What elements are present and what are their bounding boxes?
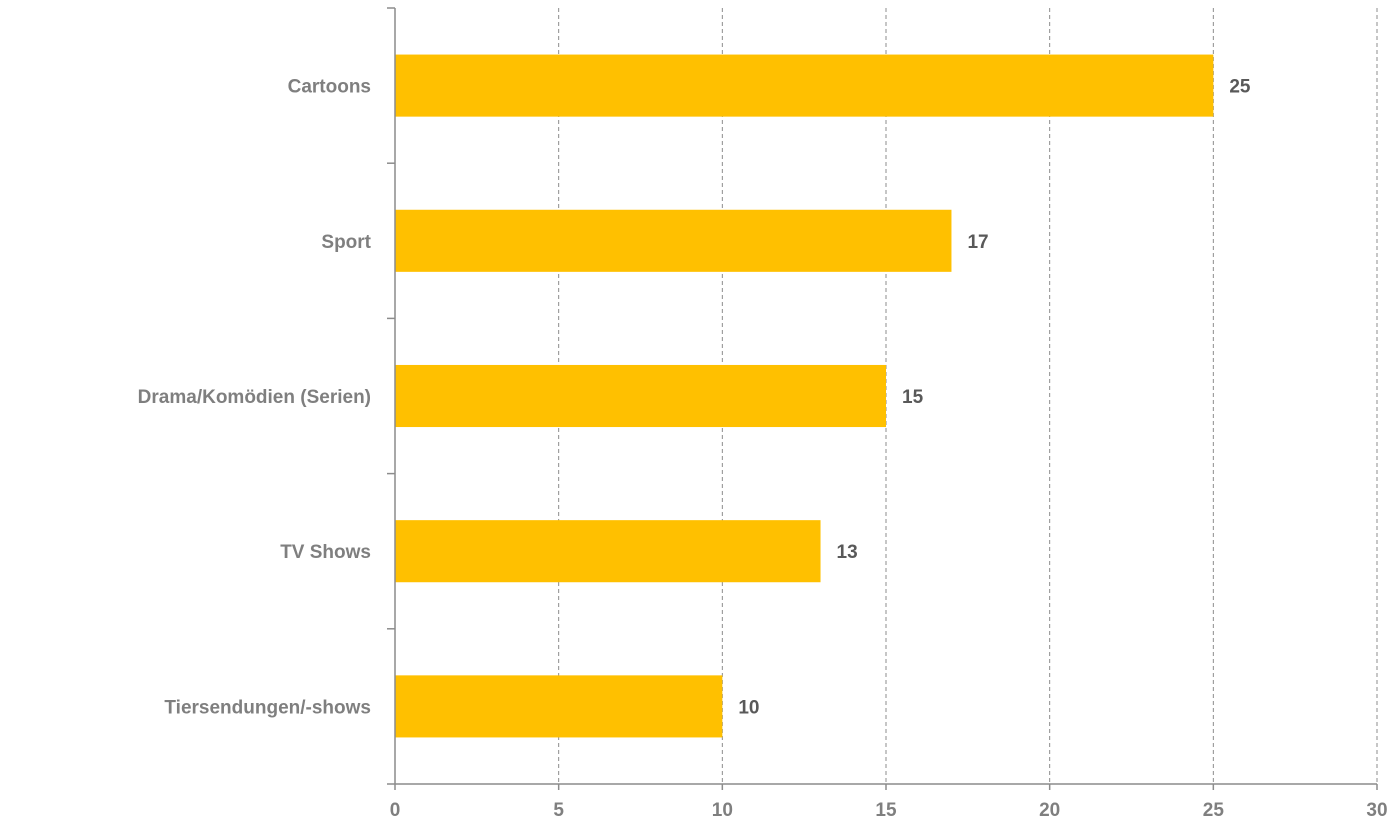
x-tick-label: 15 — [875, 800, 897, 821]
data-label: 25 — [1229, 77, 1251, 98]
category-label: Tiersendungen/-shows — [164, 697, 371, 718]
x-tick-label: 25 — [1203, 800, 1225, 821]
category-label: Sport — [321, 232, 371, 253]
bar — [395, 364, 886, 428]
data-label: 13 — [837, 542, 858, 563]
labels: 0 5 10 15 20 25 30 Cartoons 25 Sport 17 Drama/Komöd… — [138, 77, 1388, 821]
x-tick-label: 5 — [553, 800, 564, 821]
data-label: 17 — [967, 232, 988, 253]
category-label: Drama/Komödien (Serien) — [138, 387, 371, 408]
bar — [395, 209, 952, 272]
x-tick-label: 10 — [712, 800, 733, 821]
x-tick-label: 0 — [390, 800, 401, 821]
bars — [395, 54, 1214, 738]
bar — [395, 520, 821, 583]
x-tick-label: 30 — [1366, 800, 1387, 821]
bar — [395, 54, 1214, 117]
bar — [395, 675, 723, 738]
data-label: 10 — [738, 697, 759, 718]
data-label: 15 — [902, 387, 924, 408]
x-tick-label: 20 — [1039, 800, 1060, 821]
axes — [387, 7, 1378, 790]
category-label: TV Shows — [280, 542, 371, 563]
category-label: Cartoons — [288, 77, 371, 98]
